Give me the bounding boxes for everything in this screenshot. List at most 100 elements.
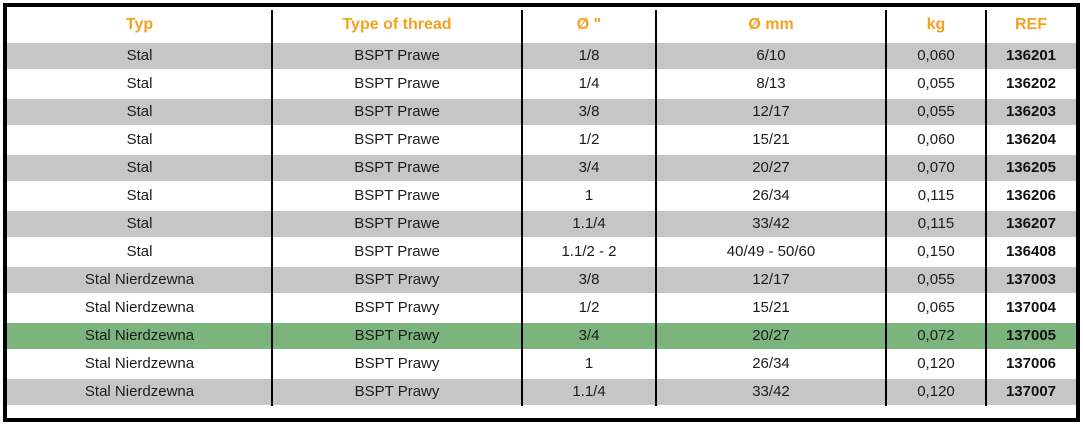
table-row: Stal BSPT Prawe 1/4 8/13 0,055 136202 xyxy=(7,71,1076,97)
cell-kg: 0,060 xyxy=(917,131,955,148)
cell-ref: 136205 xyxy=(1005,159,1057,176)
table-frame: Typ Type of thread Ø " Ø mm kg REF Stal … xyxy=(3,3,1080,422)
cell-ref: 136206 xyxy=(1005,187,1057,204)
table-row: Stal Nierdzewna BSPT Prawy 1 26/34 0,120… xyxy=(7,351,1076,377)
cell-ref: 136408 xyxy=(1005,243,1057,260)
cell-type-of-thread: BSPT Prawy xyxy=(354,355,440,372)
cell-diameter-inch: 1.1/4 xyxy=(572,383,606,400)
column-separator xyxy=(885,10,887,406)
cell-typ: Stal xyxy=(126,243,153,260)
table-row: Stal BSPT Prawe 1.1/2 - 2 40/49 - 50/60 … xyxy=(7,239,1076,265)
table-row: Stal BSPT Prawe 3/8 12/17 0,055 136203 xyxy=(7,99,1076,125)
cell-diameter-inch: 1.1/2 - 2 xyxy=(561,243,617,260)
table-body: Stal BSPT Prawe 1/8 6/10 0,060 136201 St… xyxy=(7,43,1076,405)
cell-type-of-thread: BSPT Prawe xyxy=(354,75,440,92)
cell-diameter-mm: 8/13 xyxy=(756,75,786,92)
cell-diameter-mm: 15/21 xyxy=(752,131,790,148)
column-header-diameter-inch: Ø " xyxy=(576,16,602,33)
cell-kg: 0,055 xyxy=(917,75,955,92)
cell-typ: Stal Nierdzewna xyxy=(84,327,195,344)
column-header-kg: kg xyxy=(926,16,946,33)
cell-diameter-mm: 20/27 xyxy=(752,159,790,176)
cell-diameter-inch: 1/8 xyxy=(578,47,600,64)
cell-kg: 0,120 xyxy=(917,383,955,400)
cell-typ: Stal xyxy=(126,187,153,204)
column-header-diameter-mm: Ø mm xyxy=(748,16,794,33)
table-row: Stal BSPT Prawe 3/4 20/27 0,070 136205 xyxy=(7,155,1076,181)
cell-type-of-thread: BSPT Prawy xyxy=(354,383,440,400)
cell-diameter-mm: 40/49 - 50/60 xyxy=(726,243,816,260)
table-header-row: Typ Type of thread Ø " Ø mm kg REF xyxy=(7,7,1076,43)
cell-type-of-thread: BSPT Prawe xyxy=(354,243,440,260)
cell-type-of-thread: BSPT Prawe xyxy=(354,187,440,204)
table-row: Stal BSPT Prawe 1/2 15/21 0,060 136204 xyxy=(7,127,1076,153)
column-header-type-of-thread: Type of thread xyxy=(342,16,452,33)
column-header-typ: Typ xyxy=(125,16,154,33)
cell-type-of-thread: BSPT Prawy xyxy=(354,299,440,316)
cell-typ: Stal xyxy=(126,47,153,64)
cell-diameter-mm: 33/42 xyxy=(752,215,790,232)
cell-diameter-inch: 1/4 xyxy=(578,75,600,92)
cell-kg: 0,150 xyxy=(917,243,955,260)
cell-ref: 137005 xyxy=(1005,327,1057,344)
cell-diameter-mm: 15/21 xyxy=(752,299,790,316)
cell-type-of-thread: BSPT Prawy xyxy=(354,327,440,344)
cell-type-of-thread: BSPT Prawe xyxy=(354,131,440,148)
cell-diameter-mm: 12/17 xyxy=(752,271,790,288)
cell-diameter-inch: 1 xyxy=(584,187,594,204)
cell-kg: 0,115 xyxy=(917,187,955,204)
cell-diameter-mm: 26/34 xyxy=(752,187,790,204)
cell-ref: 137004 xyxy=(1005,299,1057,316)
cell-typ: Stal Nierdzewna xyxy=(84,271,195,288)
cell-typ: Stal xyxy=(126,75,153,92)
cell-ref: 136202 xyxy=(1005,75,1057,92)
cell-kg: 0,055 xyxy=(917,103,955,120)
table-row: Stal Nierdzewna BSPT Prawy 3/8 12/17 0,0… xyxy=(7,267,1076,293)
table-row: Stal Nierdzewna BSPT Prawy 1.1/4 33/42 0… xyxy=(7,379,1076,405)
cell-type-of-thread: BSPT Prawe xyxy=(354,159,440,176)
column-separator xyxy=(985,10,987,406)
cell-diameter-inch: 1/2 xyxy=(578,299,600,316)
cell-diameter-mm: 12/17 xyxy=(752,103,790,120)
cell-typ: Stal Nierdzewna xyxy=(84,299,195,316)
table-row: Stal BSPT Prawe 1/8 6/10 0,060 136201 xyxy=(7,43,1076,69)
column-separator xyxy=(271,10,273,406)
cell-ref: 136204 xyxy=(1005,131,1057,148)
table-row: Stal BSPT Prawe 1.1/4 33/42 0,115 136207 xyxy=(7,211,1076,237)
cell-diameter-mm: 20/27 xyxy=(752,327,790,344)
cell-diameter-inch: 1.1/4 xyxy=(572,215,606,232)
column-separator xyxy=(655,10,657,406)
cell-kg: 0,070 xyxy=(917,159,955,176)
cell-typ: Stal xyxy=(126,131,153,148)
cell-ref: 136201 xyxy=(1005,47,1057,64)
cell-typ: Stal Nierdzewna xyxy=(84,355,195,372)
cell-ref: 137007 xyxy=(1005,383,1057,400)
cell-typ: Stal xyxy=(126,103,153,120)
cell-typ: Stal xyxy=(126,215,153,232)
column-separator xyxy=(521,10,523,406)
cell-kg: 0,065 xyxy=(917,299,955,316)
cell-kg: 0,055 xyxy=(917,271,955,288)
cell-kg: 0,115 xyxy=(917,215,955,232)
table-row: Stal Nierdzewna BSPT Prawy 1/2 15/21 0,0… xyxy=(7,295,1076,321)
cell-type-of-thread: BSPT Prawe xyxy=(354,47,440,64)
cell-typ: Stal Nierdzewna xyxy=(84,383,195,400)
cell-kg: 0,072 xyxy=(917,327,955,344)
table-row: Stal BSPT Prawe 1 26/34 0,115 136206 xyxy=(7,183,1076,209)
column-header-ref: REF xyxy=(1015,16,1047,33)
cell-type-of-thread: BSPT Prawe xyxy=(354,103,440,120)
cell-ref: 136207 xyxy=(1005,215,1057,232)
cell-diameter-inch: 3/4 xyxy=(578,327,600,344)
cell-diameter-inch: 3/4 xyxy=(578,159,600,176)
cell-ref: 137006 xyxy=(1005,355,1057,372)
cell-diameter-mm: 33/42 xyxy=(752,383,790,400)
cell-kg: 0,060 xyxy=(917,47,955,64)
cell-diameter-inch: 3/8 xyxy=(578,103,600,120)
cell-type-of-thread: BSPT Prawy xyxy=(354,271,440,288)
cell-type-of-thread: BSPT Prawe xyxy=(354,215,440,232)
table-row-highlighted: Stal Nierdzewna BSPT Prawy 3/4 20/27 0,0… xyxy=(7,323,1076,349)
cell-kg: 0,120 xyxy=(917,355,955,372)
cell-ref: 136203 xyxy=(1005,103,1057,120)
cell-diameter-inch: 1/2 xyxy=(578,131,600,148)
